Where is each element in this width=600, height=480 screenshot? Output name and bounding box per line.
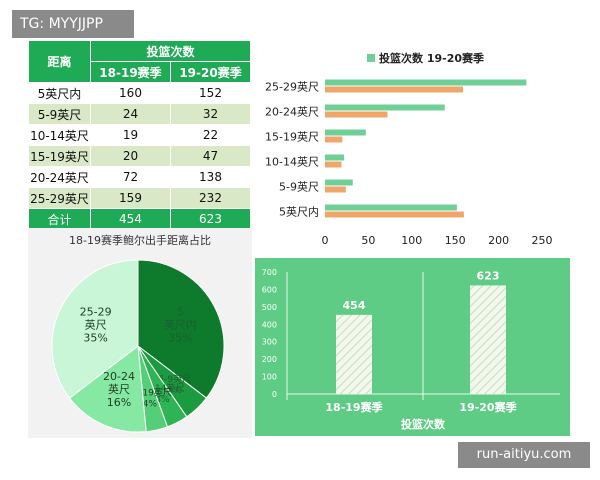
row-value-a: 160 [90, 82, 171, 104]
shots-table: 距离 投篮次数 18-19赛季 19-20赛季 5英尺内 160 152 5-9… [28, 40, 252, 230]
row-distance: 15-19英尺 [28, 145, 91, 167]
pie-panel: 5 英尺内 35% 5-9英尺 5% 10-14英尺 4% 15-19英尺 4% 20-24 英尺 1… [28, 228, 252, 438]
vbar-bar [470, 285, 506, 394]
hbar-tick-label: 100 [401, 234, 422, 247]
pie-label: 35% [83, 332, 107, 345]
vbar-panel: 0 100 200 300 400 500 600 700 454 18-19赛季 623 19-20… [255, 258, 570, 436]
watermark: run-aitiyu.com [458, 442, 590, 468]
hbar-panel: 投篮次数 19-20赛季 25-29英尺 20-24英尺 15-19英尺 10-14英尺… [255, 42, 570, 252]
pie-label: 4% [155, 395, 170, 405]
season-b-header: 19-20赛季 [169, 61, 252, 83]
vbar-chart: 0 100 200 300 400 500 600 700 454 18-19赛季 623 19-20… [262, 268, 560, 431]
row-value-a: 24 [90, 103, 171, 125]
hbar-category-label: 20-24英尺 [265, 105, 319, 119]
pie-label: 英尺 [108, 382, 130, 396]
row-value-a: 19 [90, 124, 171, 146]
hbar-tick-label: 250 [532, 234, 553, 247]
hbar-tick-label: 0 [322, 234, 329, 247]
hbar-bar-19-20 [325, 104, 445, 111]
row-value-a: 72 [90, 166, 171, 188]
hbar-tick-label: 150 [445, 234, 466, 247]
row-distance: 5-9英尺 [28, 103, 91, 125]
shots-header: 投篮次数 [89, 40, 252, 62]
table-row: 20-24英尺 72 138 [28, 166, 252, 188]
vbar-tick-label: 400 [262, 320, 277, 329]
vbar-tick-label: 700 [262, 268, 277, 277]
row-distance: 5英尺内 [28, 82, 91, 104]
pie-label: 英尺 [85, 318, 107, 332]
row-value-b: 47 [169, 145, 252, 167]
vbar-tick-label: 500 [262, 303, 277, 312]
hbar-category-label: 15-19英尺 [265, 130, 319, 144]
table-row: 5-9英尺 24 32 [28, 103, 252, 125]
pie-label: 5% [168, 386, 183, 396]
hbar-category-label: 5英尺内 [279, 205, 319, 219]
total-value-a: 454 [90, 208, 171, 230]
hbar-category-label: 5-9英尺 [279, 180, 319, 194]
pie-slice [51, 259, 139, 399]
total-row: 合计 454 623 [28, 208, 252, 230]
row-value-b: 232 [169, 187, 252, 209]
season-a-header: 18-19赛季 [90, 61, 171, 83]
vbar-xlabel: 投篮次数 [401, 417, 446, 431]
row-value-a: 159 [90, 187, 171, 209]
legend-label: 投篮次数 19-20赛季 [379, 51, 485, 65]
table-row: 15-19英尺 20 47 [28, 145, 252, 167]
pie-label: 25-29 [80, 306, 112, 319]
table-row: 25-29英尺 159 232 [28, 187, 252, 209]
channel-tag: TG: MYYJJPP [12, 10, 134, 38]
hbar-bar-19-20 [325, 154, 345, 161]
hbar-tick-label: 200 [488, 234, 509, 247]
pie-title: 18-19赛季鲍尔出手距离占比 [69, 234, 211, 247]
vbar-value-label: 623 [477, 269, 500, 282]
pie-label: 5 [177, 306, 184, 319]
row-distance: 10-14英尺 [28, 124, 91, 146]
pie-label: 5-9英尺 [158, 373, 191, 385]
hbar-bar-18-19 [325, 186, 346, 193]
pie-label: 20-24 [103, 370, 135, 383]
legend-swatch [367, 54, 375, 62]
hbar-bar-19-20 [325, 204, 457, 211]
vbar-category-label: 19-20赛季 [459, 400, 517, 414]
row-value-b: 22 [169, 124, 252, 146]
row-value-b: 152 [169, 82, 252, 104]
hbar-bar-18-19 [325, 111, 388, 118]
pie-label: 4% [143, 400, 158, 410]
hbar-bar-18-19 [325, 211, 464, 218]
vbar-value-label: 454 [343, 299, 366, 312]
row-value-a: 20 [90, 145, 171, 167]
vbar-tick-label: 300 [262, 338, 277, 347]
vbar-category-label: 18-19赛季 [325, 400, 383, 414]
row-distance: 20-24英尺 [28, 166, 91, 188]
vbar-tick-label: 600 [262, 285, 277, 294]
row-distance: 25-29英尺 [28, 187, 91, 209]
distance-header: 距离 [28, 40, 91, 83]
pie-label: 英尺内 [164, 318, 197, 332]
vbar-bar [336, 314, 372, 394]
hbar-bar-18-19 [325, 86, 464, 93]
hbar-category-label: 25-29英尺 [265, 80, 319, 94]
vbar-tick-label: 200 [262, 355, 277, 364]
pie-label: 35% [168, 332, 192, 345]
table-row: 10-14英尺 19 22 [28, 124, 252, 146]
hbar-bar-18-19 [325, 161, 342, 168]
hbar-bar-19-20 [325, 179, 353, 186]
table-row: 5英尺内 160 152 [28, 82, 252, 104]
hbar-bar-19-20 [325, 79, 527, 86]
hbar-bar-19-20 [325, 129, 366, 136]
row-value-b: 32 [169, 103, 252, 125]
total-value-b: 623 [169, 208, 252, 230]
pie-slice [137, 259, 225, 399]
hbar-category-label: 10-14英尺 [265, 155, 319, 169]
total-label: 合计 [28, 208, 91, 230]
pie-slice [68, 345, 147, 433]
pie-chart: 5英尺内35%5-9英尺5%10-14英尺4%15-19英尺4%20-24英尺1… [51, 259, 225, 433]
vbar-tick-label: 100 [262, 373, 277, 382]
vbar-tick-label: 0 [272, 390, 277, 399]
hbar-chart: 投篮次数 19-20赛季 25-29英尺 20-24英尺 15-19英尺 10-14英尺… [265, 51, 553, 247]
hbar-tick-label: 50 [361, 234, 375, 247]
row-value-b: 138 [169, 166, 252, 188]
hbar-bar-18-19 [325, 136, 343, 143]
pie-label: 16% [107, 396, 131, 409]
